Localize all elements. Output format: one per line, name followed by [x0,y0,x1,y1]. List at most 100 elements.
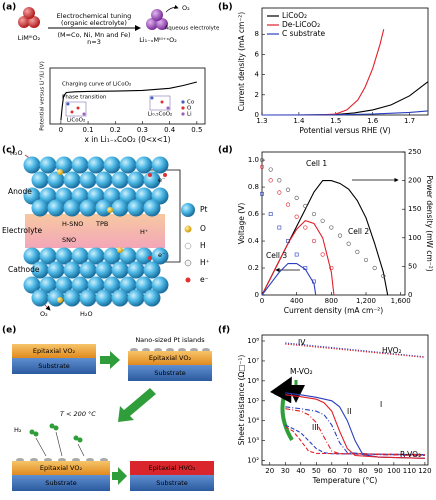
pt-sphere [79,199,97,217]
pt-sphere [23,156,41,174]
panel-a-schematic: O₂ Electrochemical tuning (organic elect… [18,4,220,124]
y-tick-label: 2 [255,91,259,99]
o-atom [57,297,63,303]
x-tick-label: 0.3 [137,126,148,134]
x-axis-label: x in Li₁₋ₓCoO₂ (0<x<1) [84,135,170,144]
pt-sphere [119,156,137,174]
series-label: IV [298,338,306,347]
pt-sphere [95,171,113,189]
data-line [262,81,429,116]
pt-sphere [63,261,81,279]
o-atom [57,169,63,175]
pt-sphere [63,171,81,189]
series-label: I [380,400,382,409]
film-label: Epitaxial VO₂ [40,464,83,472]
pt-sphere [103,276,121,294]
electron: e⁻ [158,176,165,184]
data-point [346,241,351,246]
legend-label: LiCoO₂ [282,11,307,20]
x-tick-label: 0 [260,297,264,305]
substrate-label: Substrate [154,369,186,377]
x-tick-label: 20 [265,467,274,475]
y2-tick-label: 50 [408,262,417,270]
data-line [285,392,425,459]
data-point [337,233,343,238]
pt-sphere [55,187,73,205]
data-point [260,191,264,196]
y-tick-label: 10⁵ [247,397,259,405]
pt-sphere [55,276,73,294]
panel-label: (f) [218,326,230,336]
y-tick-label: 4 [255,71,260,79]
data-line [284,426,425,456]
pt-sphere [47,261,65,279]
legend-label: O [187,106,192,112]
data-point [320,252,325,257]
data-point [277,190,282,195]
phase-label: LiCoO₂ [67,118,85,124]
data-line [261,220,335,296]
water-in: H₂O [10,149,23,157]
panel-label: (e) [2,326,16,336]
crystal-icon [65,101,87,117]
pt-sphere [135,156,153,174]
pt-sphere [79,261,97,279]
y2-tick-label: 250 [408,148,421,156]
n: n=3 [87,38,101,46]
pt-sphere [135,247,153,265]
x-tick-label: 1.4 [293,117,305,125]
legend-swatch [184,225,192,233]
o-atom [107,207,113,213]
data-line [261,180,389,296]
pt-sphere [151,247,169,265]
pt-sphere [143,171,161,189]
x-tick-label: 40 [296,467,305,475]
legend-label: e⁻ [200,275,209,284]
x-tick-label: 0.5 [191,126,202,134]
x-tick-label: 80 [358,467,367,475]
pt-sphere [63,289,81,307]
step-arrow [112,467,127,485]
substrate-label: Substrate [156,479,188,487]
x-tick-label: 120 [418,467,431,475]
legend-swatch [181,106,185,110]
pt-sphere [79,289,97,307]
metals: (M=Co, Ni, Mn and Fe) [57,31,130,39]
legend-label: C substrate [282,29,326,38]
pt-sphere [151,187,169,205]
film-label: Epitaxial VO₂ [149,354,192,362]
pt-sphere [47,171,65,189]
pt-sphere [103,247,121,265]
pt-sphere [111,199,129,217]
panel-label: (d) [218,146,233,156]
process: Electrochemical tuning [57,12,132,20]
pt-sphere [79,171,97,189]
panel-e-schematic: Epitaxial VO₂ Substrate Nano-sized Pt is… [12,336,214,491]
pt-sphere [87,276,105,294]
data-point [294,252,299,257]
h-sno: H-SNO [62,220,83,228]
data-point [381,274,386,279]
annotation: Charging curve of LiCoO₂ [62,82,131,88]
pt-sphere [47,199,65,217]
legend-swatch [184,242,192,250]
legend-swatch [185,277,191,283]
y-tick-label: 0.6 [248,210,260,218]
data-point [363,257,369,263]
pt-sphere [23,247,41,265]
y-axis-label: Potential versus Li⁺/Li (V) [39,61,46,130]
pt-sphere [103,187,121,205]
pt-sphere [87,187,105,205]
pt-sphere [87,156,105,174]
y-tick-label: 0.8 [248,183,259,191]
film [130,461,214,475]
data-line [285,406,425,457]
pt-sphere [39,187,57,205]
legend-label: Li [187,112,192,118]
data-point [329,265,334,271]
data-point [312,279,316,284]
y-tick-label: 10⁷ [247,357,259,365]
substrate-label: Substrate [45,479,77,487]
atom-icon [28,16,40,28]
y2-axis-label: Power density (mW cm⁻²) [425,175,434,271]
